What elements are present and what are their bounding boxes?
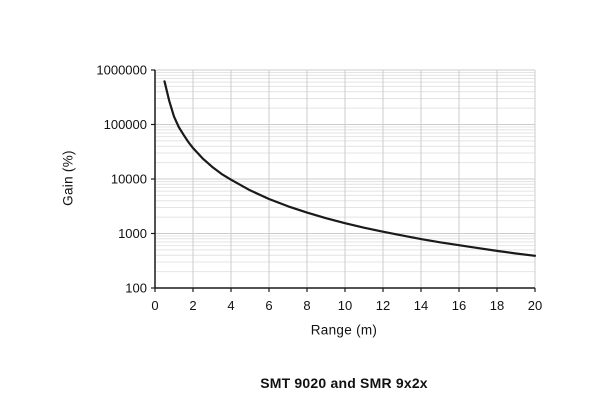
x-tick-label: 20	[528, 298, 542, 313]
x-tick-label: 0	[151, 298, 158, 313]
x-tick-label: 18	[490, 298, 504, 313]
x-tick-label: 4	[227, 298, 234, 313]
y-tick-label: 100	[125, 281, 147, 296]
x-tick-label: 2	[189, 298, 196, 313]
x-tick-label: 16	[452, 298, 466, 313]
x-tick-label: 6	[265, 298, 272, 313]
chart-title: SMT 9020 and SMR 9x2x	[260, 375, 428, 391]
y-tick-label: 100000	[104, 117, 147, 132]
gain-curve	[163, 80, 537, 257]
y-tick-label: 1000	[118, 226, 147, 241]
y-axis-title: Gain (%)	[60, 150, 76, 206]
x-axis-title: Range (m)	[310, 322, 378, 338]
x-tick-label: 12	[376, 298, 390, 313]
x-tick-label: 14	[414, 298, 428, 313]
y-tick-label: 10000	[111, 172, 147, 187]
x-tick-label: 10	[338, 298, 352, 313]
y-tick-label: 1000000	[96, 63, 147, 78]
x-tick-label: 8	[303, 298, 310, 313]
